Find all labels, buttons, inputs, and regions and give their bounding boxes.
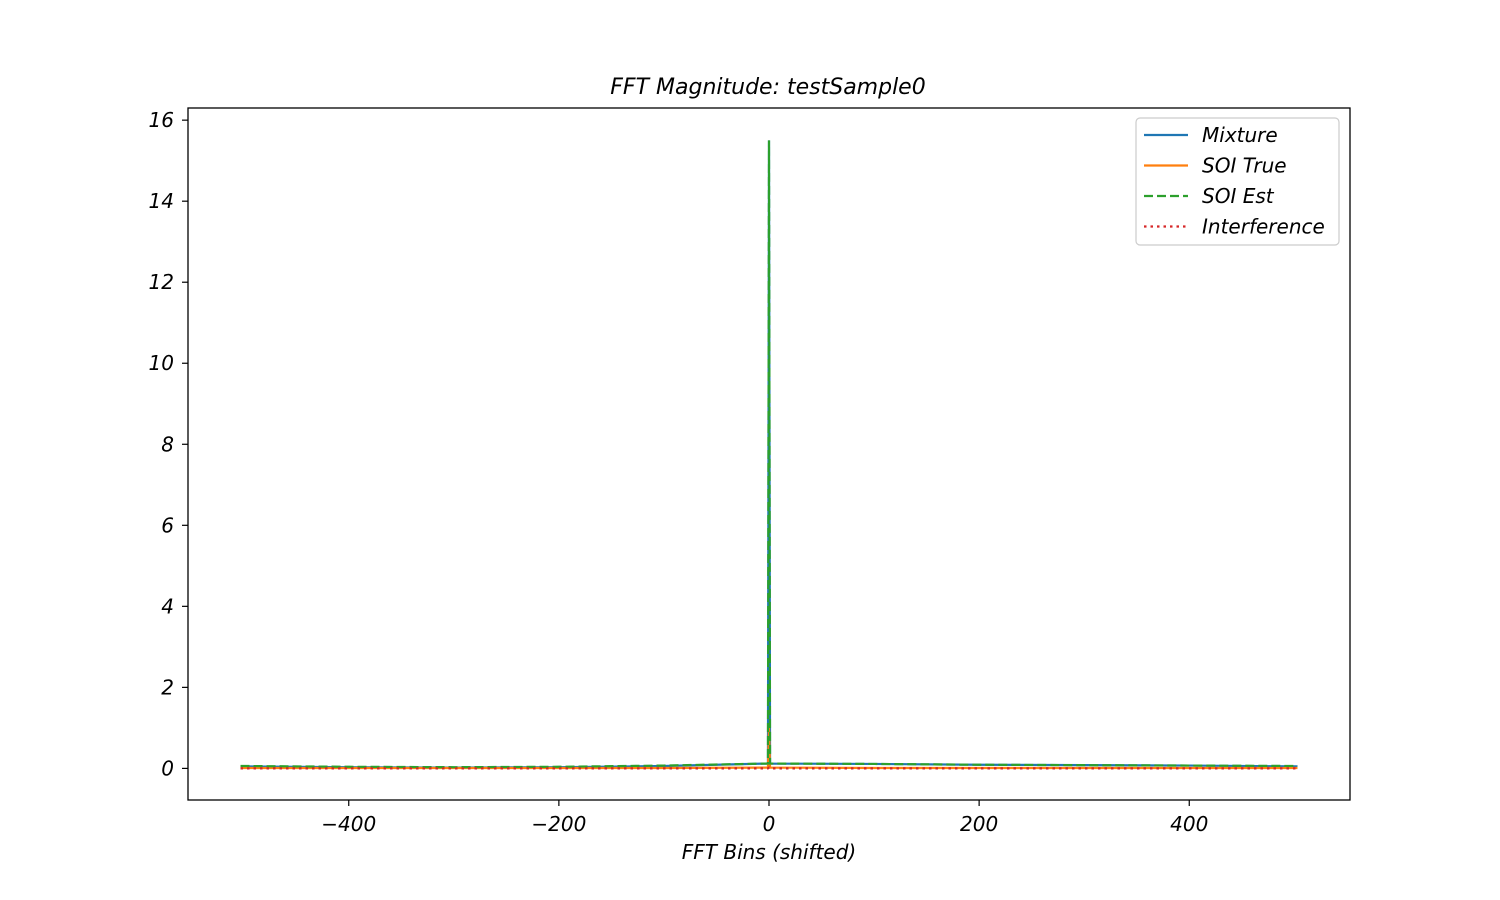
y-tick-label: 16 — [149, 108, 174, 132]
y-tick-label: 6 — [161, 513, 174, 537]
x-tick-label: −200 — [531, 812, 586, 836]
y-tick-label: 10 — [149, 351, 174, 375]
y-tick-label: 4 — [161, 594, 174, 618]
legend-box — [1135, 117, 1340, 246]
legend-label-interference: Interference — [1202, 215, 1325, 239]
plot-area — [187, 107, 1351, 801]
x-axis: −400 −200 0 200 400 — [321, 800, 1208, 836]
x-tick-label: 400 — [1170, 812, 1208, 836]
x-tick-label: 0 — [763, 812, 776, 836]
y-tick-label: 12 — [149, 270, 174, 294]
series-line-interference — [240, 766, 1298, 770]
x-tick-label: 200 — [960, 812, 998, 836]
x-tick-label: −400 — [321, 812, 376, 836]
legend-items: Mixture SOI True SOI Est Interference — [1144, 123, 1325, 239]
y-tick-label: 2 — [161, 675, 174, 699]
legend[interactable]: Mixture SOI True SOI Est Interference — [1135, 117, 1340, 246]
x-axis-label: FFT Bins (shifted) — [682, 840, 856, 864]
y-tick-label: 8 — [161, 432, 174, 456]
series-layer — [240, 140, 1298, 770]
y-tick-label: 14 — [149, 189, 174, 213]
y-axis: 0 2 4 6 8 10 12 14 16 — [149, 108, 188, 780]
series-line-soi-est — [240, 140, 1298, 769]
chart-title: FFT Magnitude: testSample0 — [610, 75, 925, 100]
y-tick-label: 0 — [161, 756, 174, 780]
legend-label-soi-est: SOI Est — [1202, 184, 1275, 208]
legend-label-mixture: Mixture — [1202, 123, 1278, 147]
legend-label-soi-true: SOI True — [1202, 154, 1287, 178]
